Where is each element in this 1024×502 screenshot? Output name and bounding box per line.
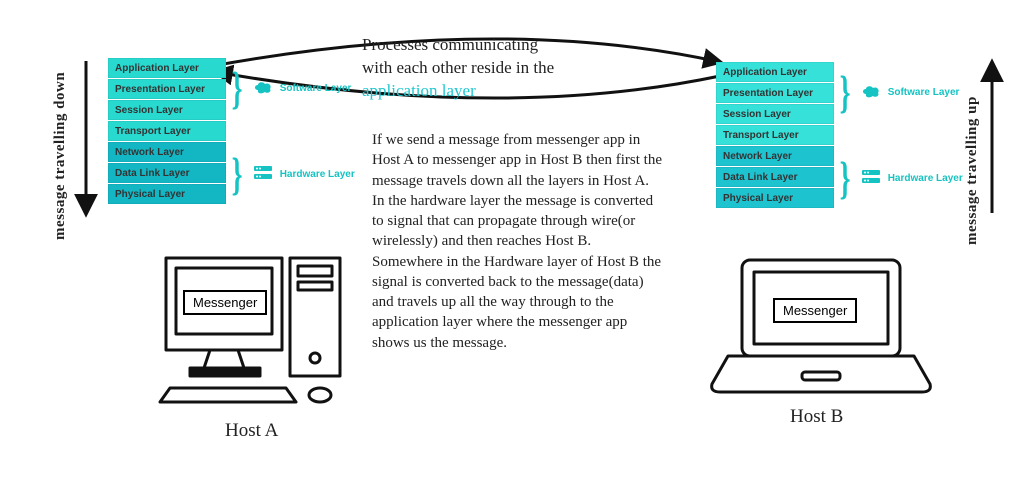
osi-layer-data-link-layer: Data Link Layer [108,163,226,183]
osi-layer-transport-layer: Transport Layer [108,121,226,141]
headline-line2: with each other reside in the [362,58,554,77]
software-layer-label-a: Software Layer [280,83,352,94]
osi-layer-physical-layer: Physical Layer [108,184,226,204]
travel-down-label: message travelling down [52,70,69,240]
host-a-computer-icon [140,240,360,410]
osi-layer-presentation-layer: Presentation Layer [108,79,226,99]
osi-layer-application-layer: Application Layer [716,62,834,82]
host-b-laptop-icon [706,250,936,400]
hardware-layer-label-b: Hardware Layer [888,173,963,184]
host-b-label: Host B [790,406,843,428]
software-layer-label-b: Software Layer [888,87,960,98]
osi-layer-data-link-layer: Data Link Layer [716,167,834,187]
hardware-layer-group-b: } Hardware Layer [836,160,963,197]
software-layer-group-a: } Software Layer [228,70,351,107]
travel-up-label: message travelling up [964,70,981,245]
headline-accent: application layer [362,81,476,100]
software-layer-group-b: } Software Layer [836,74,959,111]
osi-layer-application-layer: Application Layer [108,58,226,78]
osi-layer-network-layer: Network Layer [716,146,834,166]
osi-layer-network-layer: Network Layer [108,142,226,162]
arrow-up [980,55,1006,225]
headline: Processes communicating with each other … [362,34,662,103]
hardware-layer-label-a: Hardware Layer [280,169,355,180]
explanation-text: If we send a message from messenger app … [372,130,662,353]
osi-layer-transport-layer: Transport Layer [716,125,834,145]
osi-layer-physical-layer: Physical Layer [716,188,834,208]
headline-line1: Processes communicating [362,35,538,54]
osi-stack-host-b: Application LayerPresentation LayerSessi… [716,62,834,209]
host-a-app-label: Messenger [183,290,267,315]
osi-stack-host-a: Application LayerPresentation LayerSessi… [108,58,226,205]
arrow-down [74,55,100,225]
hardware-layer-group-a: } Hardware Layer [228,156,355,193]
osi-layer-presentation-layer: Presentation Layer [716,83,834,103]
osi-layer-session-layer: Session Layer [716,104,834,124]
host-a-label: Host A [225,420,278,442]
osi-layer-session-layer: Session Layer [108,100,226,120]
host-b-app-label: Messenger [773,298,857,323]
